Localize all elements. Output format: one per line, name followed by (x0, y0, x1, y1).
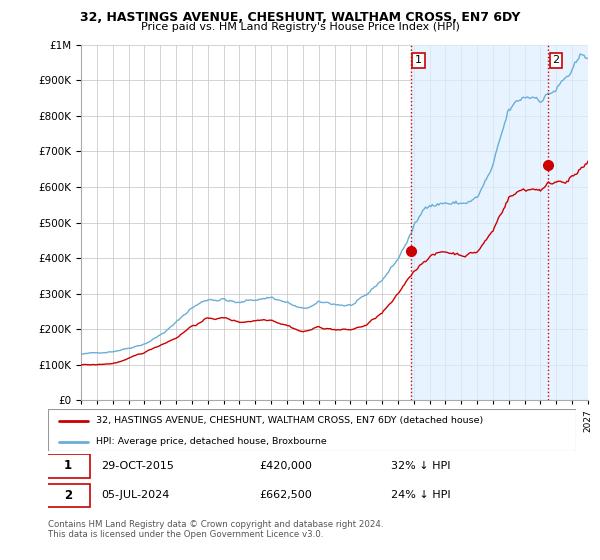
Text: 05-JUL-2024: 05-JUL-2024 (101, 491, 169, 500)
Text: 2: 2 (64, 489, 72, 502)
Text: HPI: Average price, detached house, Broxbourne: HPI: Average price, detached house, Brox… (95, 437, 326, 446)
Text: 1: 1 (415, 55, 422, 66)
Text: 32% ↓ HPI: 32% ↓ HPI (391, 461, 451, 471)
Text: 24% ↓ HPI: 24% ↓ HPI (391, 491, 451, 500)
Text: £662,500: £662,500 (259, 491, 312, 500)
Text: 29-OCT-2015: 29-OCT-2015 (101, 461, 173, 471)
FancyBboxPatch shape (46, 484, 90, 507)
Text: 32, HASTINGS AVENUE, CHESHUNT, WALTHAM CROSS, EN7 6DY (detached house): 32, HASTINGS AVENUE, CHESHUNT, WALTHAM C… (95, 416, 483, 425)
Text: 2: 2 (553, 55, 559, 66)
Text: 1: 1 (64, 459, 72, 473)
Bar (411, 45, 588, 400)
Text: Price paid vs. HM Land Registry's House Price Index (HPI): Price paid vs. HM Land Registry's House … (140, 22, 460, 32)
Text: Contains HM Land Registry data © Crown copyright and database right 2024.
This d: Contains HM Land Registry data © Crown c… (48, 520, 383, 539)
Text: £420,000: £420,000 (259, 461, 312, 471)
Text: 32, HASTINGS AVENUE, CHESHUNT, WALTHAM CROSS, EN7 6DY: 32, HASTINGS AVENUE, CHESHUNT, WALTHAM C… (80, 11, 520, 24)
FancyBboxPatch shape (46, 454, 90, 478)
